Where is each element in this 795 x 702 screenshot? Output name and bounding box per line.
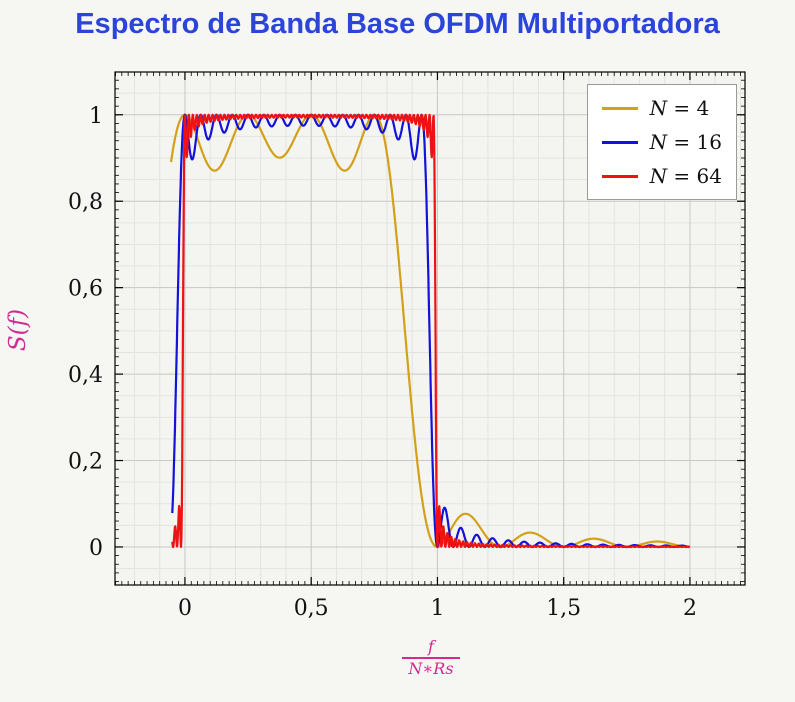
- x-tick-label: 1: [430, 596, 444, 621]
- plot-frame: [114, 71, 746, 586]
- series-16-line: [171, 113, 691, 549]
- x-tick-label: 1,5: [546, 596, 581, 621]
- x-tick-label: 0,5: [294, 596, 329, 621]
- y-tick-label: 1: [89, 104, 103, 129]
- x-axis-label-numerator: f: [428, 637, 434, 656]
- series-64-line: [171, 113, 691, 549]
- legend-swatch-line: [601, 106, 638, 110]
- y-tick-label: 0,2: [68, 450, 103, 475]
- legend-label: N = 64: [649, 164, 722, 188]
- legend-item: N = 16: [601, 127, 722, 157]
- legend-label: N = 16: [649, 130, 722, 154]
- x-tick-label: 2: [683, 596, 697, 621]
- y-tick-label: 0: [89, 536, 103, 561]
- legend: N = 4 N = 16 N = 64: [586, 84, 737, 200]
- legend-item: N = 4: [601, 93, 722, 123]
- x-axis-label-denominator: N∗Rs: [408, 658, 454, 678]
- legend-item: N = 64: [601, 161, 722, 191]
- y-axis-label: S(f): [5, 308, 31, 352]
- y-tick-label: 0,8: [68, 190, 103, 215]
- y-tick-label: 0,4: [68, 363, 103, 388]
- x-axis-label: f N∗Rs: [400, 637, 462, 678]
- chart-title: Espectro de Banda Base OFDM Multiportado…: [75, 8, 720, 40]
- fraction-bar: [402, 657, 460, 659]
- x-tick-label: 0: [178, 596, 192, 621]
- y-tick-label: 0,6: [68, 277, 103, 302]
- legend-swatch-line: [601, 174, 638, 178]
- legend-swatch-line: [601, 140, 638, 144]
- legend-label: N = 4: [649, 96, 710, 120]
